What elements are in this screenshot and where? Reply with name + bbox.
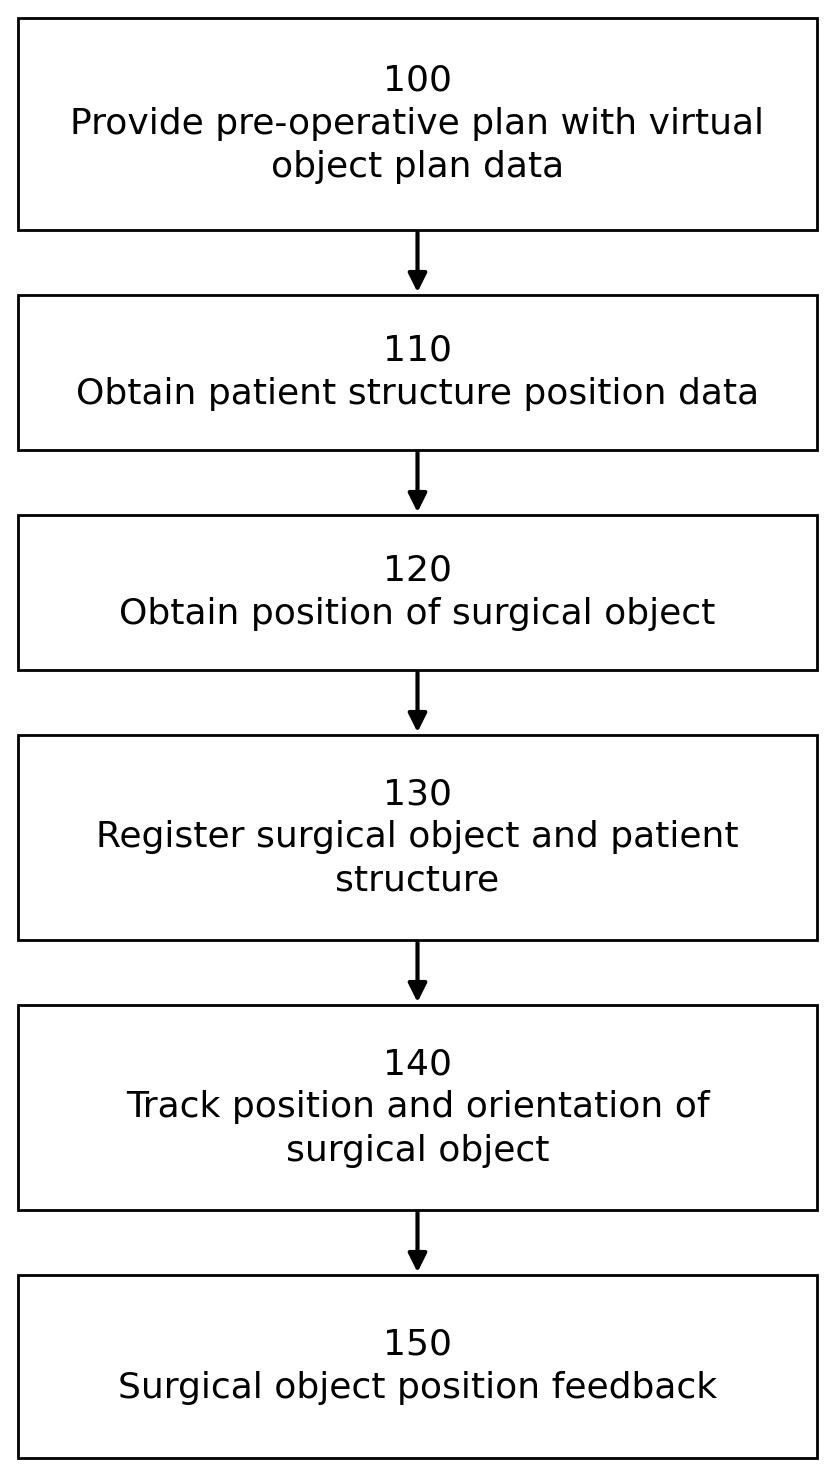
Text: 150
Surgical object position feedback: 150 Surgical object position feedback [118, 1328, 717, 1405]
Text: 110
Obtain patient structure position data: 110 Obtain patient structure position da… [76, 334, 759, 412]
FancyBboxPatch shape [18, 735, 817, 940]
Text: 130
Register surgical object and patient
structure: 130 Register surgical object and patient… [96, 776, 739, 897]
FancyBboxPatch shape [18, 295, 817, 450]
FancyBboxPatch shape [18, 1005, 817, 1210]
FancyBboxPatch shape [18, 515, 817, 670]
Text: 140
Track position and orientation of
surgical object: 140 Track position and orientation of su… [126, 1046, 709, 1168]
FancyBboxPatch shape [18, 18, 817, 230]
Text: 120
Obtain position of surgical object: 120 Obtain position of surgical object [119, 554, 716, 632]
Text: 100
Provide pre-operative plan with virtual
object plan data: 100 Provide pre-operative plan with virt… [70, 63, 765, 184]
FancyBboxPatch shape [18, 1275, 817, 1458]
